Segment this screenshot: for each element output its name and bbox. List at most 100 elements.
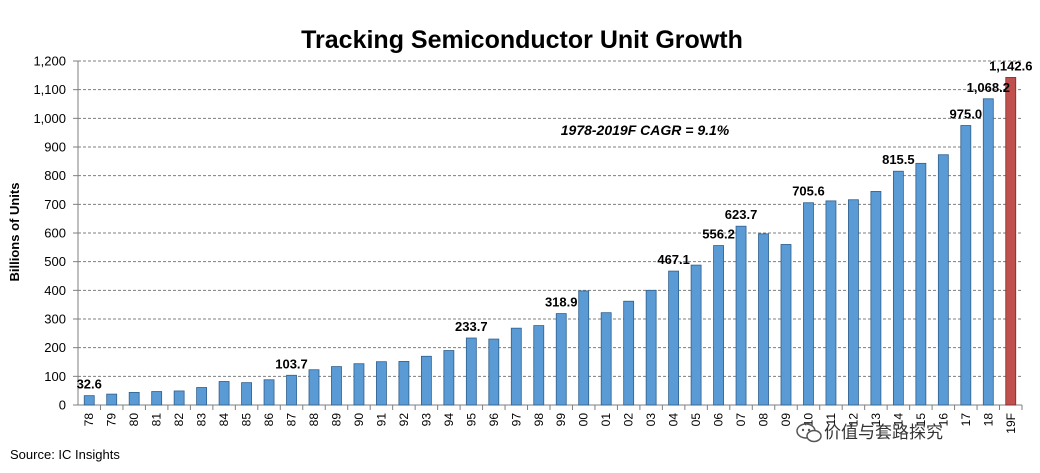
y-tick-label: 400	[44, 283, 66, 298]
x-tick-label: 17	[959, 413, 973, 427]
bar	[218, 381, 230, 406]
bar	[848, 199, 859, 406]
bar	[690, 264, 702, 406]
x-tick-label: 81	[150, 413, 164, 427]
wechat-icon	[796, 423, 822, 443]
x-tick-label: 88	[307, 413, 321, 427]
bar	[398, 361, 410, 406]
bar	[870, 191, 882, 406]
x-tick-label: 84	[217, 413, 231, 427]
x-tick-label: 07	[734, 413, 748, 427]
x-tick-label: 08	[757, 413, 771, 427]
x-tick-label: 06	[712, 413, 726, 427]
data-label: 318.9	[545, 295, 578, 310]
bar	[510, 327, 522, 406]
bar	[331, 366, 342, 406]
data-label: 705.6	[792, 184, 825, 199]
y-tick-label: 100	[44, 369, 66, 384]
x-tick-label: 05	[689, 413, 703, 427]
x-tick-label: 78	[82, 413, 96, 427]
x-tick-label: 04	[667, 413, 681, 427]
x-tick-label: 91	[374, 413, 388, 427]
x-tick-label: 18	[981, 413, 995, 427]
x-tick-label: 02	[622, 413, 636, 427]
bar	[173, 390, 185, 406]
bar	[803, 202, 814, 406]
y-tick-label: 1,000	[33, 111, 66, 126]
x-tick-label: 80	[127, 413, 141, 427]
bar	[825, 200, 837, 406]
bar	[937, 154, 949, 406]
y-tick-label: 1,100	[33, 82, 66, 97]
x-tick-label: 87	[285, 413, 299, 427]
y-tick-labels: 0 100 200 300 400 500 600 700 800 900 1,000 1,100 1,…	[33, 54, 66, 413]
x-tick-label: 98	[532, 413, 546, 427]
data-label: 233.7	[455, 319, 488, 334]
bar	[443, 350, 455, 406]
x-tick-label: 94	[442, 413, 456, 427]
bar	[780, 244, 792, 406]
x-tick-label: 82	[172, 413, 186, 427]
x-tick-label: 86	[262, 413, 276, 427]
bar	[286, 374, 297, 406]
x-tick-label: 01	[599, 413, 613, 427]
bar	[533, 325, 545, 406]
data-label: 975.0	[950, 107, 983, 122]
data-label: 103.7	[275, 356, 308, 371]
bar	[960, 125, 972, 406]
bar-forecast	[1005, 77, 1017, 406]
y-tick-label: 600	[44, 226, 66, 241]
data-labels: 32.6 103.7 233.7 318.9 467.1 556.2 623.7 705.6 8…	[77, 58, 1033, 391]
x-tick-label: 00	[577, 413, 591, 427]
bar	[555, 313, 567, 406]
x-tick-label: 19F	[1004, 413, 1018, 434]
bar	[241, 382, 252, 406]
bar	[106, 393, 118, 406]
bar	[488, 338, 500, 406]
bar	[892, 170, 904, 406]
watermark-text: 价值与套路探究	[824, 423, 943, 443]
bar	[353, 363, 365, 406]
bar	[420, 355, 432, 406]
data-label: 1,142.6	[989, 58, 1032, 73]
x-tick-label: 95	[464, 413, 478, 427]
bar	[668, 270, 680, 406]
bar	[713, 245, 724, 406]
y-tick-label: 500	[44, 254, 66, 269]
bar	[735, 225, 747, 406]
x-tick-label: 13	[869, 413, 883, 427]
data-label: 556.2	[702, 227, 735, 242]
x-tick-label: 93	[419, 413, 433, 427]
data-label: 1,068.2	[967, 80, 1010, 95]
x-tick-label: 89	[329, 413, 343, 427]
bars	[83, 77, 1017, 406]
x-tick-label: 09	[779, 413, 793, 427]
x-tick-label: 96	[487, 413, 501, 427]
x-tick-label: 90	[352, 413, 366, 427]
y-tick-label: 200	[44, 340, 66, 355]
x-tick-label: 16	[936, 413, 950, 427]
cagr-annotation: 1978-2019F CAGR = 9.1%	[561, 122, 730, 138]
y-tick-label: 900	[44, 140, 66, 155]
x-tick-label: 12	[846, 413, 860, 427]
x-tick-labels: 78 79 80 81 82 83 84 85 86 87 88 89 90 91 92 93 94 95 96 97…	[82, 413, 1018, 434]
bar	[465, 337, 477, 406]
y-tick-label: 800	[44, 168, 66, 183]
bar	[83, 395, 95, 406]
bar	[196, 387, 208, 406]
bar	[982, 98, 994, 406]
bar	[308, 369, 320, 406]
bar	[758, 233, 769, 406]
bar	[623, 300, 635, 406]
data-label: 623.7	[725, 207, 758, 222]
x-tick-label: 85	[240, 413, 254, 427]
x-tick-label: 92	[397, 413, 411, 427]
x-tick-label: 97	[509, 413, 523, 427]
y-tick-label: 700	[44, 197, 66, 212]
bar	[128, 391, 140, 406]
x-tick-label: 79	[105, 413, 119, 427]
y-tick-label: 0	[59, 398, 66, 413]
x-tick-label: 99	[554, 413, 568, 427]
data-label: 467.1	[657, 252, 690, 267]
